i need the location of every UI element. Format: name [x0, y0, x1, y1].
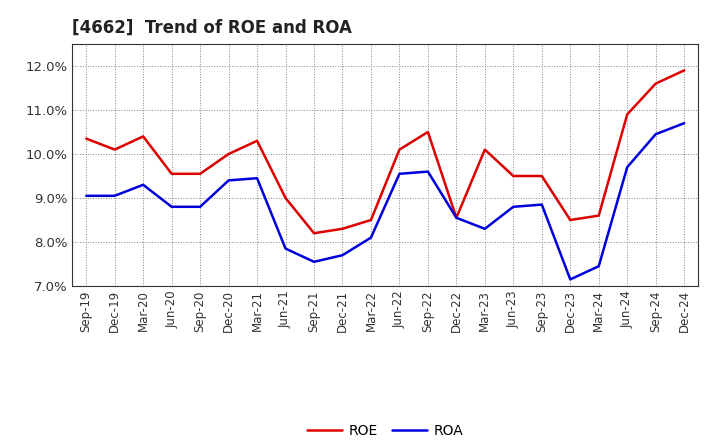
ROE: [566, 217, 575, 223]
ROA: [480, 226, 489, 231]
ROE: [253, 138, 261, 143]
ROE: [537, 173, 546, 179]
ROE: [225, 151, 233, 157]
ROE: [366, 217, 375, 223]
ROA: [680, 121, 688, 126]
ROA: [253, 176, 261, 181]
ROA: [595, 264, 603, 269]
Line: ROE: ROE: [86, 70, 684, 233]
ROA: [167, 204, 176, 209]
ROE: [423, 129, 432, 135]
ROE: [623, 112, 631, 117]
ROE: [480, 147, 489, 152]
ROE: [509, 173, 518, 179]
ROA: [338, 253, 347, 258]
Text: [4662]  Trend of ROE and ROA: [4662] Trend of ROE and ROA: [72, 19, 352, 37]
ROA: [652, 132, 660, 137]
ROE: [595, 213, 603, 218]
ROA: [623, 165, 631, 170]
ROA: [452, 215, 461, 220]
ROA: [225, 178, 233, 183]
ROE: [82, 136, 91, 141]
ROE: [282, 195, 290, 201]
ROA: [537, 202, 546, 207]
ROE: [338, 226, 347, 231]
ROA: [366, 235, 375, 240]
ROA: [509, 204, 518, 209]
ROA: [110, 193, 119, 198]
ROA: [423, 169, 432, 174]
ROE: [395, 147, 404, 152]
ROE: [139, 134, 148, 139]
ROA: [82, 193, 91, 198]
ROA: [395, 171, 404, 176]
ROE: [680, 68, 688, 73]
Legend: ROE, ROA: ROE, ROA: [302, 419, 469, 440]
ROE: [110, 147, 119, 152]
Line: ROA: ROA: [86, 123, 684, 279]
ROA: [310, 259, 318, 264]
ROE: [196, 171, 204, 176]
ROE: [167, 171, 176, 176]
ROA: [282, 246, 290, 251]
ROE: [452, 215, 461, 220]
ROE: [652, 81, 660, 86]
ROE: [310, 231, 318, 236]
ROA: [196, 204, 204, 209]
ROA: [139, 182, 148, 187]
ROA: [566, 277, 575, 282]
